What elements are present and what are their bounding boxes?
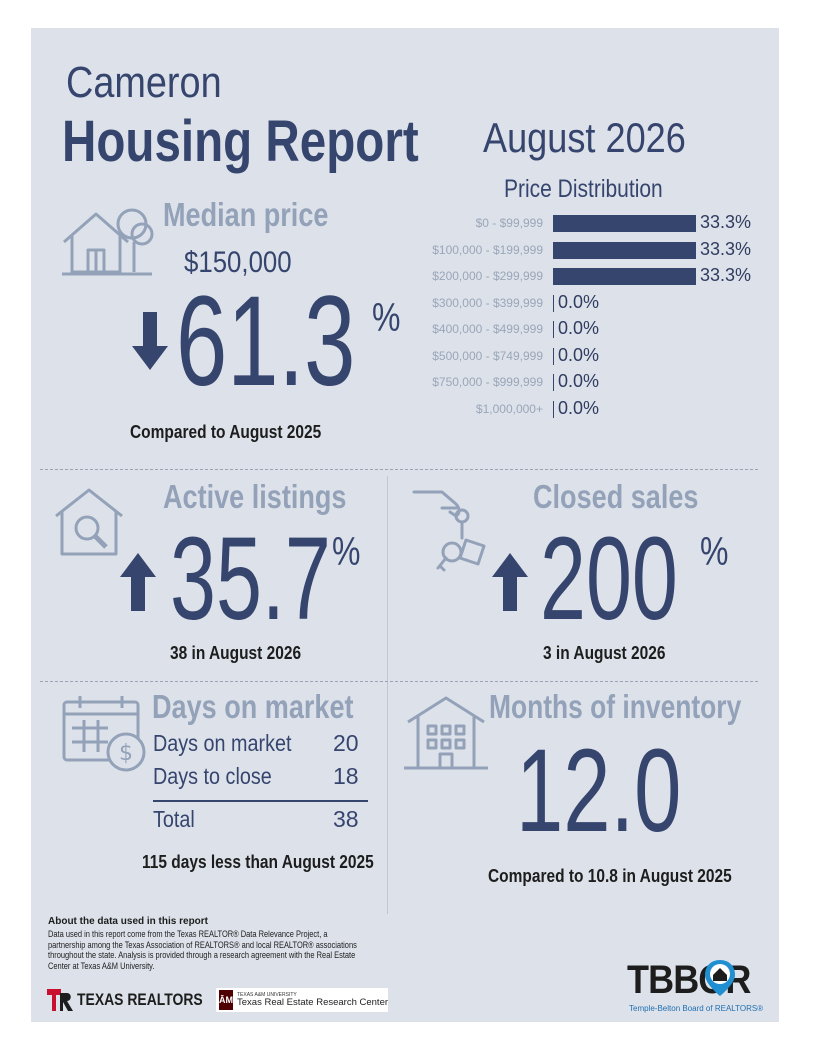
- months-inventory-note: Compared to 10.8 in August 2025: [488, 866, 732, 886]
- dom-row-label: Days on market: [153, 730, 292, 756]
- calendar-dollar-icon: $: [62, 694, 150, 774]
- days-on-market-label: Days on market: [152, 688, 354, 725]
- house-search-icon: [52, 486, 126, 558]
- closed-sales-pct-sign: %: [700, 530, 729, 574]
- months-inventory-value: 12.0: [516, 725, 682, 857]
- building-icon: [402, 694, 490, 772]
- price-bar: [553, 241, 696, 259]
- price-distribution-title: Price Distribution: [504, 175, 663, 203]
- active-listings-label: Active listings: [163, 478, 347, 515]
- about-text: Data used in this report come from the T…: [48, 929, 357, 971]
- price-bar: [553, 215, 696, 232]
- tbbor-name: Temple-Belton Board of REALTORS®: [629, 1004, 764, 1013]
- texas-realtors-logo: TEXAS REALTORS: [47, 989, 230, 1011]
- price-bar: [553, 347, 554, 365]
- report-title: Housing Report: [62, 109, 419, 174]
- tamu-university-text: TEXAS A&M UNIVERSITY: [237, 991, 297, 998]
- arrow-down-icon: [132, 312, 168, 370]
- about-title: About the data used in this report: [48, 916, 209, 927]
- median-price-comparison: Compared to August 2025: [130, 422, 322, 442]
- active-listings-pct-sign: %: [332, 530, 361, 574]
- price-range-label: $1,000,000+: [475, 401, 543, 416]
- tamu-center-text: Texas Real Estate Research Center: [237, 996, 389, 1008]
- price-pct-label: 33.3%: [700, 238, 752, 259]
- tbbor-logo: TBBOR Temple-Belton Board of REALTORS®: [627, 958, 775, 1018]
- price-bar: [553, 400, 554, 418]
- city-name: Cameron: [66, 58, 222, 107]
- median-price-pct-sign: %: [372, 296, 401, 340]
- median-price-change: 61.3: [176, 270, 356, 413]
- price-range-label: $200,000 - $299,999: [432, 269, 543, 283]
- texas-realtors-mark-icon: [47, 989, 73, 1011]
- dtc-row-label: Days to close: [153, 763, 272, 789]
- price-range-label: $500,000 - $749,999: [432, 348, 543, 363]
- hand-keys-icon: [412, 486, 498, 578]
- price-range-label: $400,000 - $499,999: [432, 322, 543, 336]
- tamu-mark-icon: ĀM: [219, 990, 233, 1010]
- price-pct-label: 0.0%: [558, 371, 600, 391]
- median-price-label: Median price: [163, 196, 329, 233]
- price-pct-label: 0.0%: [558, 291, 600, 312]
- price-bar: [553, 374, 554, 391]
- total-label: Total: [153, 806, 195, 832]
- house-tree-icon: [60, 202, 156, 278]
- active-listings-change: 35.7: [170, 513, 331, 645]
- dom-row-value: 20: [333, 730, 359, 756]
- price-range-label: $750,000 - $999,999: [432, 375, 543, 389]
- report-period: August 2026: [483, 114, 686, 161]
- price-pct-label: 0.0%: [558, 397, 600, 418]
- divider-middle: [40, 681, 758, 682]
- active-listings-note: 38 in August 2026: [170, 643, 302, 663]
- price-range-label: $100,000 - $199,999: [432, 242, 543, 257]
- total-value: 38: [333, 806, 359, 832]
- price-range-label: $0 - $99,999: [475, 216, 543, 230]
- map-pin-house-icon: [705, 960, 735, 996]
- report-panel: [31, 28, 779, 1022]
- divider-top: [40, 469, 758, 470]
- price-pct-label: 33.3%: [700, 265, 752, 285]
- price-pct-label: 33.3%: [700, 212, 752, 232]
- closed-sales-change: 200: [540, 513, 678, 645]
- tamu-logo: ĀM TEXAS A&M UNIVERSITY Texas Real Estat…: [216, 988, 388, 1012]
- price-pct-label: 0.0%: [558, 318, 600, 338]
- closed-sales-label: Closed sales: [533, 478, 699, 515]
- price-bar: [553, 321, 554, 338]
- arrow-up-icon: [492, 553, 528, 611]
- texas-realtors-text: TEXAS REALTORS: [77, 990, 203, 1009]
- arrow-up-icon: [120, 553, 156, 611]
- closed-sales-note: 3 in August 2026: [543, 643, 666, 663]
- price-bar: [553, 294, 554, 312]
- svg-text:$: $: [119, 741, 133, 766]
- dtc-row-value: 18: [333, 763, 359, 789]
- days-on-market-note: 115 days less than August 2025: [142, 852, 374, 872]
- total-rule: [153, 800, 368, 802]
- price-range-label: $300,000 - $399,999: [432, 295, 543, 310]
- price-pct-label: 0.0%: [558, 344, 600, 365]
- median-price-value: $150,000: [184, 246, 292, 279]
- price-bar: [553, 268, 696, 285]
- divider-vertical: [387, 476, 388, 914]
- months-inventory-label: Months of inventory: [489, 688, 742, 725]
